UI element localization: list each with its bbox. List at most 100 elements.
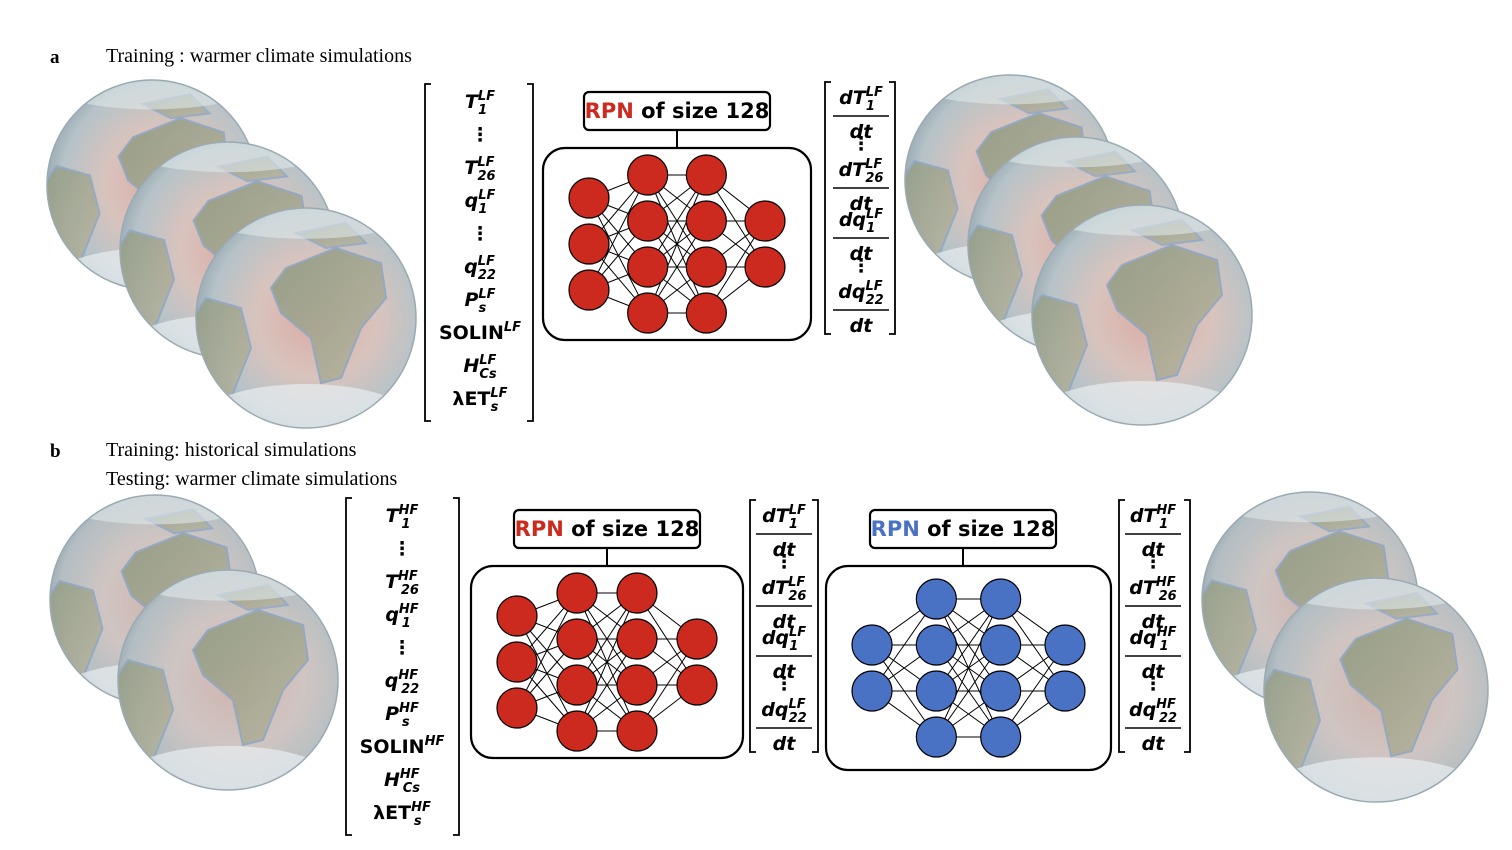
panel-a-outputs-dots: ⋮ bbox=[852, 133, 871, 155]
panel-a-outputs-numerator: dTLF 26 bbox=[839, 157, 884, 186]
panel-b-mid-outputs-bracket bbox=[749, 499, 819, 753]
panel-b-inputs: THF 1 ⋮ THF 26 qHF 1 ⋮ qHF 22 PHF s SOLINHF HHF Cs λETH… bbox=[360, 503, 445, 829]
panel-a-outputs-bracket bbox=[824, 81, 896, 335]
panel-b-rpn-red-label-text: RPN of size 128 bbox=[515, 517, 700, 541]
panel-b-rpn-blue-label: RPN of size 128 bbox=[868, 508, 1058, 566]
panel-b-network-blue-node-layer-3 bbox=[1044, 624, 1086, 666]
panel-b-inputs-bracket-right bbox=[453, 497, 460, 836]
panel-a-network-node-layer-1 bbox=[627, 200, 669, 242]
panel-b-network-red-node-layer-0 bbox=[496, 595, 538, 637]
panel-b-rpn-blue-label-text: RPN of size 128 bbox=[871, 517, 1056, 541]
panel-b-outputs-denominator: dt bbox=[1142, 733, 1166, 755]
panel-b-letter: b bbox=[50, 441, 61, 462]
panel-a-rpn-label: RPN of size 128 bbox=[582, 90, 772, 148]
panel-b-mid-outputs-denominator: dt bbox=[773, 733, 797, 755]
panel-b-mid-outputs-numerator: dTLF 26 bbox=[762, 575, 807, 604]
panel-b-outputs-bracket-right bbox=[1184, 499, 1191, 753]
panel-a-network-node-layer-1 bbox=[627, 292, 669, 334]
panel-b-network-red-node-layer-1 bbox=[556, 572, 598, 614]
globe-b-right-2-landmass bbox=[1339, 617, 1459, 758]
panel-b-outputs-numerator: dTHF 1 bbox=[1130, 503, 1176, 532]
panel-b-network-blue-node-layer-1 bbox=[915, 670, 957, 712]
panel-b-network-blue-node-layer-0 bbox=[851, 624, 893, 666]
panel-a-network-node-layer-1 bbox=[627, 246, 669, 288]
panel-b-rpn-red-label: RPN of size 128 bbox=[512, 508, 702, 566]
panel-b-inputs-bracket bbox=[345, 497, 460, 836]
panel-b-network-blue-edge bbox=[935, 598, 1002, 738]
panel-b-network-blue-node-layer-2 bbox=[980, 578, 1022, 620]
panel-b-caption-line1: Training: historical simulations bbox=[106, 439, 357, 461]
panel-a-inputs-term: TLF 1 bbox=[465, 89, 495, 118]
panel-b-outputs-bracket-left bbox=[1118, 499, 1125, 753]
panel-a-network-node-layer-3 bbox=[744, 246, 786, 288]
panel-a-network-node-layer-2 bbox=[685, 200, 727, 242]
panel-b-mid-outputs-dots: ⋮ bbox=[775, 673, 794, 695]
panel-b-inputs-term: qHF 1 bbox=[385, 602, 418, 631]
panel-b-inputs-term: SOLINHF bbox=[360, 734, 445, 758]
panel-b-network-red-node-layer-2 bbox=[616, 664, 658, 706]
panel-b-network-red-node-layer-1 bbox=[556, 710, 598, 752]
panel-a-outputs-bracket-right bbox=[889, 81, 896, 335]
panel-b-outputs-numerator: dqHF 22 bbox=[1129, 697, 1177, 726]
panel-b-caption-line2: Testing: warmer climate simulations bbox=[106, 468, 398, 490]
panel-b-outputs-numerator: dTHF 26 bbox=[1129, 575, 1176, 604]
panel-b-outputs-dots: ⋮ bbox=[1144, 551, 1163, 573]
panel-a-network-node-layer-2 bbox=[685, 154, 727, 196]
panel-a-network-node-layer-2 bbox=[685, 292, 727, 334]
panel-b-inputs-term: ⋮ bbox=[393, 538, 412, 560]
panel-b-mid-outputs-numerator: dTLF 1 bbox=[762, 503, 806, 532]
panel-a-letter: a bbox=[50, 47, 60, 68]
panel-a-inputs-bracket-right bbox=[527, 83, 534, 422]
panel-a-outputs-bracket-left bbox=[824, 81, 831, 335]
panel-b-outputs-denominator: dt bbox=[1142, 539, 1166, 561]
panel-a-network-node-layer-3 bbox=[744, 200, 786, 242]
panel-a-network-node-layer-0 bbox=[568, 177, 610, 219]
panel-b-network-red-node-layer-1 bbox=[556, 618, 598, 660]
panel-b-mid-outputs-bracket-right bbox=[812, 499, 819, 753]
panel-b-network-blue-node-layer-1 bbox=[915, 624, 957, 666]
globe-a-left-3 bbox=[195, 207, 417, 429]
panel-b-mid-outputs-bracket-left bbox=[749, 499, 756, 753]
panel-a-inputs-bracket bbox=[424, 83, 534, 422]
panel-b-inputs-term: PHF s bbox=[385, 701, 419, 730]
panel-b-network-blue-node-layer-3 bbox=[1044, 670, 1086, 712]
panel-a-inputs: TLF 1 ⋮ TLF 26 qLF 1 ⋮ qLF 22 PLF s SOLINLF HLF Cs λETL… bbox=[439, 89, 521, 415]
panel-a-outputs-denominator: dt bbox=[850, 243, 874, 265]
globe-b-left-2-landmass bbox=[191, 608, 310, 747]
panel-b-network-red-node-layer-2 bbox=[616, 710, 658, 752]
panel-b-network-red-node-layer-3 bbox=[676, 618, 718, 660]
panel-b-mid-outputs-denominator: dt bbox=[773, 611, 797, 633]
panel-a-inputs-term: ⋮ bbox=[471, 223, 490, 245]
panel-b-inputs-term: HHF Cs bbox=[384, 767, 420, 796]
panel-b-network-red-node-layer-2 bbox=[616, 572, 658, 614]
globe-b-left-2 bbox=[117, 569, 339, 791]
panel-a-inputs-term: λETLF s bbox=[452, 386, 507, 415]
panel-a-network bbox=[541, 146, 813, 342]
panel-b-network-blue-node-layer-0 bbox=[851, 670, 893, 712]
panel-a-inputs-bracket-left bbox=[424, 83, 431, 422]
panel-b-inputs-term: qHF 22 bbox=[385, 668, 419, 697]
globe-a-right-3-landmass bbox=[1105, 243, 1224, 382]
panel-a-rpn-label-text: RPN of size 128 bbox=[585, 99, 770, 123]
panel-b-network-red-edge bbox=[516, 592, 578, 709]
panel-b-outputs-dots: ⋮ bbox=[1144, 673, 1163, 695]
panel-b-mid-outputs-numerator: dqLF 22 bbox=[761, 697, 806, 726]
panel-b-outputs-numerator: dqHF 1 bbox=[1130, 625, 1177, 654]
panel-a-outputs-numerator: dqLF 1 bbox=[839, 207, 883, 236]
panel-b-network-red-node-layer-0 bbox=[496, 641, 538, 683]
panel-a-outputs-denominator: dt bbox=[850, 121, 874, 143]
panel-a-inputs-term: HLF Cs bbox=[463, 353, 497, 382]
panel-b-network-blue bbox=[824, 564, 1113, 772]
panel-b-network-blue-node-layer-2 bbox=[980, 716, 1022, 758]
panel-a-outputs-dots: ⋮ bbox=[852, 255, 871, 277]
panel-a-outputs-denominator: dt bbox=[850, 193, 874, 215]
globe-b-right-2 bbox=[1263, 577, 1489, 803]
panel-b-network-red-node-layer-2 bbox=[616, 618, 658, 660]
panel-a-outputs-denominator: dt bbox=[850, 315, 874, 337]
panel-a-network-node-layer-0 bbox=[568, 269, 610, 311]
panel-b-inputs-term: THF 1 bbox=[386, 503, 419, 532]
panel-a-outputs-numerator: dqLF 22 bbox=[838, 279, 883, 308]
